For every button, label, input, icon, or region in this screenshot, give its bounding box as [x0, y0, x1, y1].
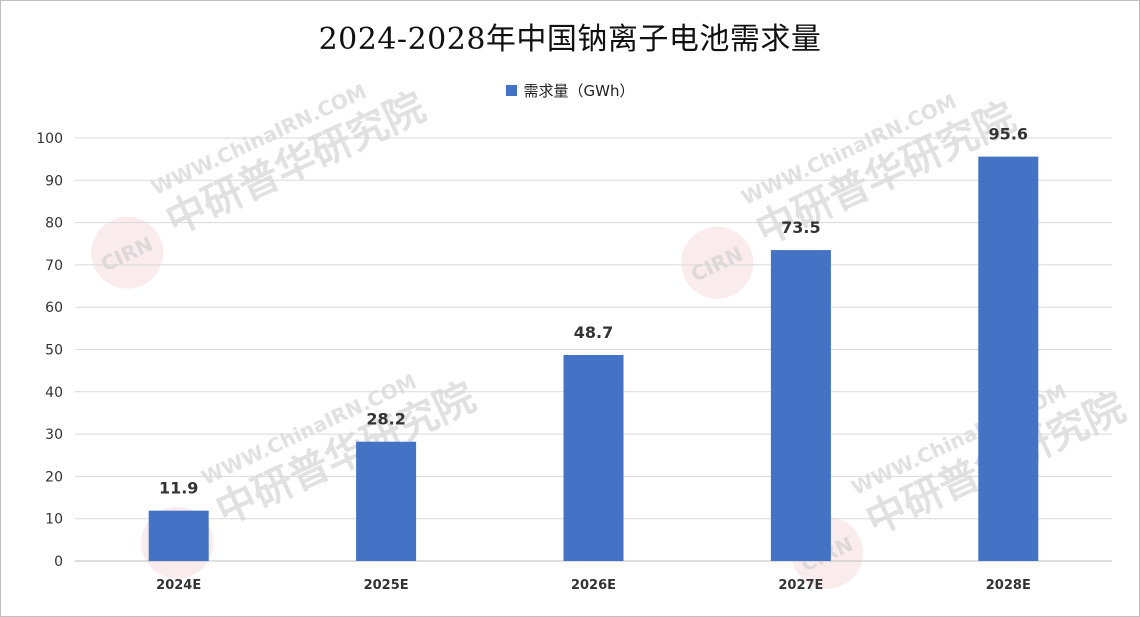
data-label: 48.7	[574, 323, 613, 342]
legend-swatch	[505, 85, 517, 96]
x-tick-label: 2027E	[778, 578, 823, 593]
bar[interactable]	[356, 441, 417, 561]
y-tick-label: 50	[45, 343, 63, 359]
data-label: 28.2	[366, 410, 405, 429]
data-label: 11.9	[159, 479, 198, 498]
y-tick-label: 60	[45, 300, 63, 316]
x-tick-label: 2026E	[571, 578, 616, 593]
y-tick-label: 80	[45, 216, 63, 232]
x-tick-label: 2024E	[156, 578, 201, 593]
x-tick-label: 2025E	[364, 578, 409, 593]
y-tick-label: 10	[45, 512, 63, 528]
bar[interactable]	[770, 250, 831, 561]
chart-title: 2024-2028年中国钠离子电池需求量	[318, 22, 822, 57]
y-tick-label: 20	[45, 469, 63, 485]
bar[interactable]	[148, 510, 209, 561]
bar[interactable]	[978, 156, 1039, 561]
watermark-logo-circle	[681, 226, 754, 299]
y-tick-label: 90	[45, 173, 63, 189]
legend: 需求量（GWh）	[0, 80, 1140, 101]
data-label: 73.5	[781, 218, 820, 237]
y-tick-label: 0	[54, 554, 63, 570]
watermark-logo-circle	[91, 216, 164, 289]
y-tick-label: 70	[45, 258, 63, 274]
y-tick-label: 100	[36, 131, 63, 147]
data-label: 95.6	[989, 125, 1028, 144]
bar[interactable]	[563, 354, 624, 561]
x-tick-label: 2028E	[986, 578, 1031, 593]
y-tick-label: 40	[45, 385, 63, 401]
y-axis: 0 10 20 30 40 50 60 70 80 90 100	[36, 131, 63, 570]
x-axis: 2024E 2025E 2026E 2027E 2028E	[156, 578, 1031, 593]
bar-series: 11.9 28.2 48.7 73.5 95.6	[148, 125, 1039, 561]
y-tick-label: 30	[45, 427, 63, 443]
legend-label: 需求量（GWh）	[523, 82, 635, 100]
